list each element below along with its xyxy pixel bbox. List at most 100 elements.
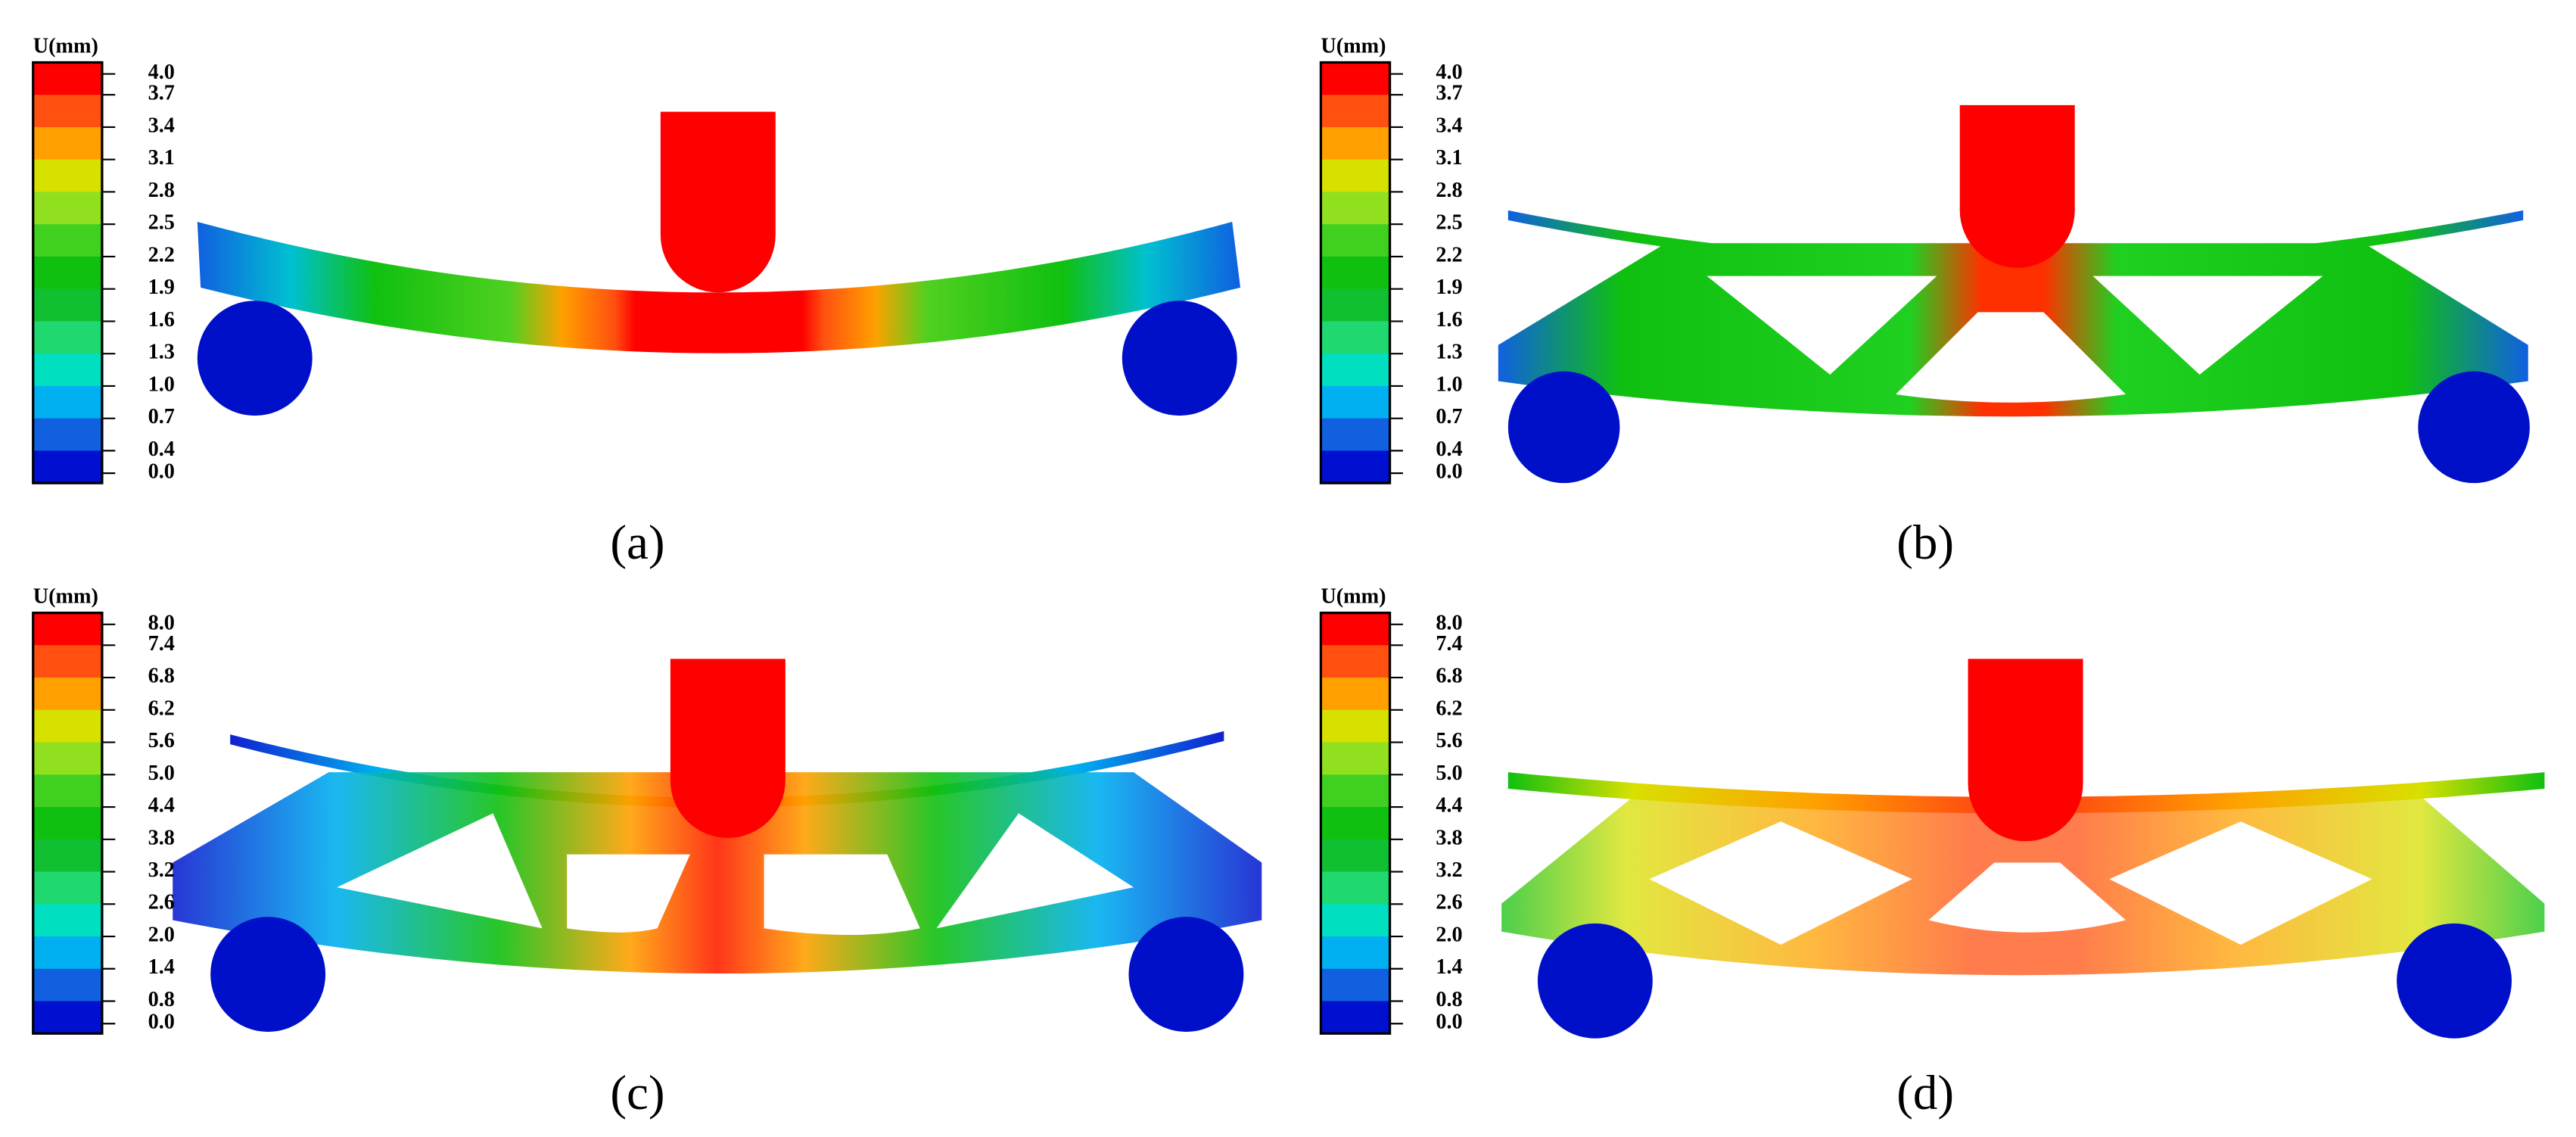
- legend-tick-label: 2.0: [148, 923, 175, 946]
- legend-tick-label: 6.2: [148, 696, 175, 720]
- legend-band: [1321, 871, 1390, 905]
- legend-title: U(mm): [33, 585, 98, 609]
- legend-band: [33, 839, 102, 873]
- legend-tick-label: 3.1: [1436, 146, 1462, 170]
- legend-tick-label: 7.4: [1436, 632, 1462, 656]
- legend-tick-label: 2.6: [148, 891, 175, 914]
- support: [210, 917, 326, 1033]
- legend-band: [1321, 62, 1390, 96]
- legend-band: [1321, 288, 1390, 322]
- legend-tick-label: 8.0: [1436, 611, 1462, 634]
- legend: U(mm) 4.03.7 3.4 3.1 2.8 2.5 2.2 1.9 1.6 1.3 1.0 0.…: [1319, 34, 1954, 570]
- legend-band: [33, 321, 102, 355]
- legend-band: [33, 742, 102, 776]
- legend-band: [1321, 450, 1390, 484]
- legend-tick-label: 6.2: [1436, 696, 1462, 720]
- caption: (b): [1896, 516, 1954, 570]
- legend-tick-label: 2.8: [148, 179, 175, 202]
- legend-tick-label: 0.0: [148, 460, 175, 484]
- legend-band: [1321, 807, 1390, 840]
- legend-band: [33, 95, 102, 129]
- legend-frame: [1319, 611, 1392, 1035]
- support: [1122, 301, 1237, 416]
- legend-tick-label: 5.6: [1436, 729, 1462, 752]
- legend-tick-label: 3.7: [148, 82, 175, 105]
- legend-tick-label: 2.6: [1436, 891, 1462, 914]
- legend-tick-label: 0.4: [148, 438, 175, 461]
- legend-tick-label: 8.0: [148, 611, 175, 634]
- caption: (c): [610, 1066, 664, 1120]
- legend-band: [1321, 224, 1390, 258]
- legend-band: [33, 385, 102, 419]
- legend-tick-label: 0.7: [1436, 405, 1462, 428]
- legend-tick-label: 5.0: [148, 762, 175, 785]
- legend-band: [33, 126, 102, 160]
- legend-band: [33, 968, 102, 1002]
- legend-tick-label: 3.8: [1436, 826, 1462, 849]
- legend-tick-label: 1.9: [148, 276, 175, 299]
- legend-band: [33, 1001, 102, 1035]
- legend-tick-label: 4.4: [1436, 794, 1462, 818]
- legend-band: [1321, 709, 1390, 743]
- support: [1128, 917, 1244, 1033]
- legend-band: [1321, 192, 1390, 226]
- legend-tick-label: 1.0: [1436, 372, 1462, 396]
- legend-tick-label: 3.2: [1436, 858, 1462, 882]
- legend-tick-label: 0.0: [1436, 460, 1462, 484]
- legend-tick-label: 3.2: [148, 858, 175, 882]
- legend-band: [33, 936, 102, 970]
- legend-title: U(mm): [1321, 585, 1386, 609]
- legend-band: [1321, 95, 1390, 129]
- legend-band: [1321, 1001, 1390, 1035]
- legend-band: [33, 807, 102, 840]
- legend-band: [1321, 418, 1390, 452]
- legend-band: [1321, 904, 1390, 938]
- legend-tick-label: 2.2: [1436, 243, 1462, 266]
- support: [2418, 371, 2530, 484]
- legend-band: [33, 904, 102, 938]
- legend: U(mm) 8.07.4 6.8 6.2 5.6 5.0 4.4 3.8 3.2 2.6 2.0 1.…: [32, 585, 665, 1120]
- legend-tick-label: 0.4: [1436, 438, 1462, 461]
- legend-band: [1321, 354, 1390, 387]
- legend-band: [1321, 774, 1390, 808]
- legend-tick-label: 2.0: [1436, 923, 1462, 946]
- indenter: [670, 659, 786, 838]
- legend-band: [1321, 645, 1390, 679]
- legend-tick-label: 7.4: [148, 632, 175, 656]
- legend-band: [1321, 742, 1390, 776]
- beam: [197, 222, 1241, 354]
- legend-band: [1321, 385, 1390, 419]
- legend-tick-label: 3.4: [148, 114, 175, 137]
- legend-tick-label: 1.0: [148, 372, 175, 396]
- indenter: [660, 111, 776, 293]
- legend-band: [1321, 839, 1390, 873]
- caption: (a): [610, 516, 664, 570]
- legend-band: [33, 418, 102, 452]
- legend-band: [1321, 321, 1390, 355]
- support: [197, 301, 313, 416]
- legend-tick-label: 0.8: [1436, 988, 1462, 1011]
- truss: [1498, 243, 2528, 417]
- legend-band: [33, 645, 102, 679]
- support: [2397, 923, 2512, 1039]
- legend-band: [33, 192, 102, 226]
- panel-b: [1498, 104, 2530, 484]
- legend-tick-label: 1.6: [1436, 308, 1462, 332]
- truss: [1501, 796, 2545, 976]
- legend-title: U(mm): [1321, 34, 1386, 58]
- panel-a: [197, 111, 1241, 416]
- legend-band: [33, 224, 102, 258]
- legend-frame: [32, 611, 104, 1035]
- legend-band: [1321, 159, 1390, 193]
- legend-band: [1321, 678, 1390, 711]
- legend-tick-label: 1.9: [1436, 276, 1462, 299]
- legend-tick-label: 3.4: [1436, 114, 1462, 137]
- legend-band: [33, 159, 102, 193]
- legend-frame: [1319, 61, 1392, 484]
- legend-tick-label: 1.4: [1436, 955, 1462, 979]
- legend-title: U(mm): [33, 34, 98, 58]
- legend-band: [33, 774, 102, 808]
- legend-tick-label: 1.3: [148, 341, 175, 364]
- legend-band: [33, 709, 102, 743]
- legend-band: [33, 256, 102, 290]
